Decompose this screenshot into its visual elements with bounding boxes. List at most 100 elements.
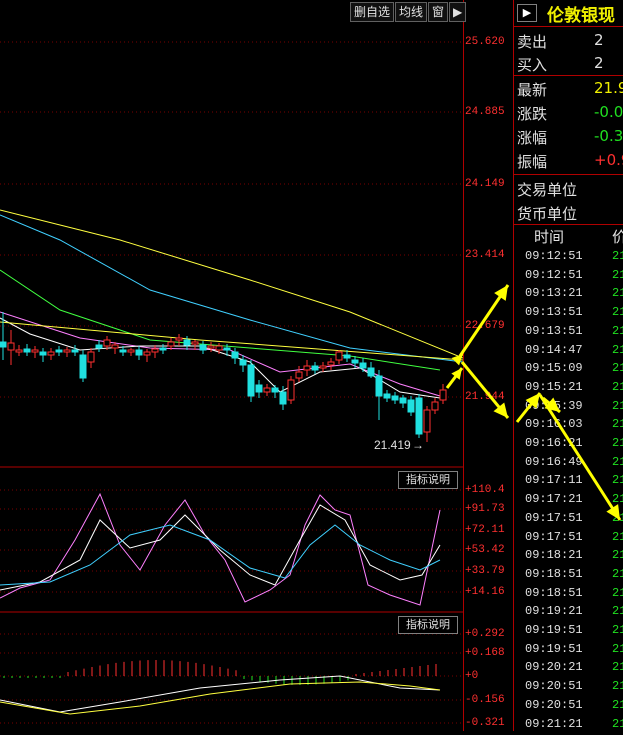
candle-down[interactable] [39, 351, 47, 356]
candle-down[interactable] [271, 387, 279, 393]
candle-down[interactable] [391, 395, 399, 401]
tick-row[interactable]: 09:21:21 21 [514, 715, 623, 733]
candle-down[interactable] [383, 393, 391, 399]
candle-down[interactable] [119, 349, 127, 353]
candle-down[interactable] [231, 351, 239, 359]
tick-row[interactable]: 09:15:21 21 [514, 378, 623, 396]
moving-average-button[interactable]: 均线 [395, 2, 428, 22]
candle-up[interactable] [47, 351, 55, 356]
candle-up[interactable] [127, 349, 135, 353]
tick-row[interactable]: 09:17:21 21 [514, 490, 623, 508]
tick-row[interactable]: 09:12:51 21 [514, 266, 623, 284]
candle-down[interactable] [359, 362, 367, 369]
candle-up[interactable] [439, 389, 447, 401]
candle-down[interactable] [159, 347, 167, 351]
candle-down[interactable] [247, 364, 255, 397]
chart-canvas[interactable]: 21.419 → [0, 0, 465, 731]
tick-row[interactable]: 09:17:51 21 [514, 528, 623, 546]
candle-up[interactable] [167, 341, 175, 347]
candle-down[interactable] [71, 349, 79, 353]
candle-up[interactable] [87, 351, 95, 363]
candle-up[interactable] [295, 371, 303, 379]
candle-up[interactable] [423, 409, 431, 433]
quote-row: 最新 21.9 [514, 76, 623, 100]
window-button[interactable]: 窗 [428, 2, 449, 22]
tick-time: 09:15:09 [525, 361, 583, 376]
candle-up[interactable] [207, 345, 215, 349]
tick-row[interactable]: 09:15:09 21 [514, 359, 623, 377]
quote-label: 振幅 [517, 153, 548, 171]
candle-up[interactable] [151, 348, 159, 353]
candle-up[interactable] [327, 361, 335, 366]
tick-row[interactable]: 09:18:21 21 [514, 546, 623, 564]
tick-row[interactable]: 09:17:51 21 [514, 509, 623, 527]
candle-up[interactable] [15, 349, 23, 353]
candle-down[interactable] [279, 391, 287, 405]
candle-up[interactable] [31, 349, 39, 353]
tick-row[interactable]: 09:20:51 21 [514, 696, 623, 714]
candle-up[interactable] [191, 341, 199, 345]
tick-row[interactable]: 09:15:39 21 [514, 397, 623, 415]
tick-row[interactable]: 09:18:51 21 [514, 584, 623, 602]
candle-down[interactable] [239, 359, 247, 366]
candle-up[interactable] [143, 351, 151, 356]
candle-down[interactable] [311, 365, 319, 371]
tick-row[interactable]: 09:13:51 21 [514, 303, 623, 321]
tick-row[interactable]: 09:16:03 21 [514, 415, 623, 433]
price-column-header: 价 [612, 228, 623, 246]
price-tick-label: 24.885 [465, 106, 505, 118]
indicator-info-button-2[interactable]: 指标说明 [398, 616, 458, 634]
candle-up[interactable] [263, 387, 271, 393]
candle-up[interactable] [63, 349, 71, 353]
candle-down[interactable] [343, 354, 351, 359]
candle-up[interactable] [175, 337, 183, 341]
candle-down[interactable] [199, 344, 207, 351]
candle-up[interactable] [287, 379, 295, 401]
candle-up[interactable] [215, 345, 223, 351]
candle-up[interactable] [335, 351, 343, 361]
tick-row[interactable]: 09:18:51 21 [514, 565, 623, 583]
candle-down[interactable] [415, 397, 423, 435]
tick-row[interactable]: 09:14:47 21 [514, 341, 623, 359]
tick-row[interactable]: 09:19:51 21 [514, 621, 623, 639]
tick-row[interactable]: 09:20:21 21 [514, 658, 623, 676]
tick-row[interactable]: 09:19:21 21 [514, 602, 623, 620]
candle-up[interactable] [7, 342, 15, 351]
tick-row[interactable]: 09:20:51 21 [514, 677, 623, 695]
tick-row[interactable]: 09:12:51 21 [514, 247, 623, 265]
candle-up[interactable] [431, 401, 439, 411]
indicator-info-button[interactable]: 指标说明 [398, 471, 458, 489]
candle-down[interactable] [0, 341, 7, 348]
candle-down[interactable] [351, 359, 359, 364]
candle-down[interactable] [367, 367, 375, 377]
candle-down[interactable] [375, 375, 383, 397]
tick-row[interactable]: 09:16:49 21 [514, 453, 623, 471]
candle-up[interactable] [319, 365, 327, 369]
play-arrow-icon[interactable]: ▶ [449, 2, 467, 22]
quote-value: 2 [594, 54, 604, 72]
candle-up[interactable] [303, 365, 311, 371]
candle-down[interactable] [407, 399, 415, 413]
play-arrow-icon[interactable]: ▶ [517, 4, 537, 22]
tick-price: 21 [612, 679, 623, 694]
tick-row[interactable]: 09:13:21 21 [514, 284, 623, 302]
candle-down[interactable] [23, 348, 31, 353]
tick-row[interactable]: 09:13:51 21 [514, 322, 623, 340]
candle-down[interactable] [399, 397, 407, 404]
tick-row[interactable]: 09:16:21 21 [514, 434, 623, 452]
price-tick-label: 24.149 [465, 178, 505, 190]
candle-down[interactable] [183, 339, 191, 346]
unit-label: 交易单位 [517, 181, 578, 199]
candle-down[interactable] [255, 384, 263, 393]
candle-up[interactable] [103, 339, 111, 347]
candle-down[interactable] [95, 344, 103, 349]
candle-down[interactable] [55, 349, 63, 353]
candle-up[interactable] [111, 344, 119, 349]
remove-watchlist-button[interactable]: 删自选 [350, 2, 395, 22]
candle-down[interactable] [223, 347, 231, 351]
candle-down[interactable] [135, 349, 143, 356]
candle-down[interactable] [79, 354, 87, 379]
tick-row[interactable]: 09:17:11 21 [514, 471, 623, 489]
candlestick-chart[interactable]: 21.419 → [0, 0, 465, 731]
tick-row[interactable]: 09:19:51 21 [514, 640, 623, 658]
